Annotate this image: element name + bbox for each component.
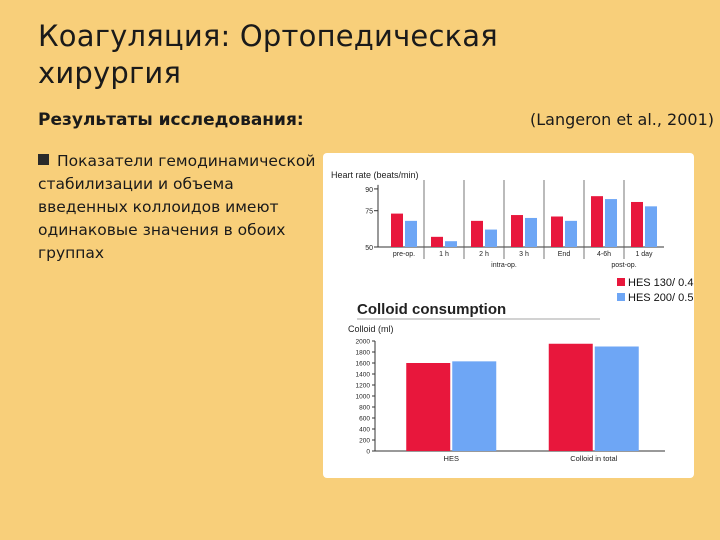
hr-bar-1 bbox=[391, 213, 403, 247]
hr-category-label: 1 h bbox=[439, 251, 449, 258]
colloid-y-tick-label: 400 bbox=[359, 427, 370, 434]
hr-y-axis-label: Heart rate (beats/min) bbox=[331, 170, 419, 180]
hr-group-label: post-op. bbox=[611, 262, 636, 269]
hr-bar-2 bbox=[645, 206, 657, 247]
hr-bar-1 bbox=[471, 220, 483, 247]
colloid-y-tick-label: 2000 bbox=[356, 339, 371, 346]
hr-bar-2 bbox=[565, 220, 577, 247]
hr-bar-1 bbox=[591, 196, 603, 247]
colloid-category-label: HES bbox=[444, 454, 459, 463]
hr-bar-1 bbox=[551, 216, 563, 247]
colloid-bar-2 bbox=[452, 361, 497, 451]
bullet-square-icon bbox=[38, 154, 49, 165]
colloid-y-tick-label: 800 bbox=[359, 405, 370, 412]
colloid-y-tick-label: 200 bbox=[359, 438, 370, 445]
colloid-y-tick-label: 1000 bbox=[356, 394, 371, 401]
colloid-bar-2 bbox=[594, 346, 639, 451]
colloid-category-label: Colloid in total bbox=[570, 454, 617, 463]
hr-category-label: 3 h bbox=[519, 251, 529, 258]
legend-swatch-1 bbox=[617, 278, 625, 286]
bullet-text: Показатели гемодинамической стабилизации… bbox=[38, 152, 316, 262]
hr-y-tick-label: 90 bbox=[365, 187, 373, 194]
results-subheading: Результаты исследования: bbox=[38, 110, 304, 130]
hr-bar-2 bbox=[605, 199, 617, 247]
colloid-y-axis-label: Colloid (ml) bbox=[348, 324, 394, 334]
colloid-bar-1 bbox=[406, 363, 451, 451]
legend-swatch-2 bbox=[617, 293, 625, 301]
hr-bar-2 bbox=[445, 241, 457, 247]
colloid-y-tick-label: 0 bbox=[366, 449, 370, 456]
colloid-y-tick-label: 1400 bbox=[356, 372, 371, 379]
colloid-y-tick-label: 600 bbox=[359, 416, 370, 423]
bullet-point: Показатели гемодинамической стабилизации… bbox=[38, 150, 328, 265]
hr-bar-2 bbox=[525, 217, 537, 247]
hr-category-label: 2 h bbox=[479, 251, 489, 258]
hr-bar-2 bbox=[485, 229, 497, 247]
colloid-y-tick-label: 1200 bbox=[356, 383, 371, 390]
hr-group-label: intra-op. bbox=[491, 262, 517, 269]
colloid-chart-title: Colloid consumption bbox=[357, 301, 506, 318]
hr-category-label: End bbox=[558, 251, 571, 258]
colloid-y-tick-label: 1600 bbox=[356, 361, 371, 368]
hr-bar-1 bbox=[511, 215, 523, 247]
legend-label-1: HES 130/ 0.4 bbox=[628, 277, 693, 289]
hr-category-label: pre-op. bbox=[393, 251, 415, 258]
colloid-bar-1 bbox=[548, 343, 593, 451]
slide-title: Коагуляция: Ортопедическая хирургия bbox=[38, 19, 498, 90]
hr-y-tick-label: 50 bbox=[365, 245, 373, 252]
hr-bar-2 bbox=[405, 220, 417, 247]
hr-category-label: 4-6h bbox=[597, 251, 611, 258]
hr-bar-1 bbox=[631, 201, 643, 247]
hr-y-tick-label: 75 bbox=[365, 209, 373, 216]
citation: (Langeron et al., 2001) bbox=[529, 110, 714, 129]
colloid-y-tick-label: 1800 bbox=[356, 350, 371, 357]
hr-bar-1 bbox=[431, 236, 443, 247]
legend-label-2: HES 200/ 0.5 bbox=[628, 292, 693, 304]
hr-category-label: 1 day bbox=[635, 251, 653, 258]
